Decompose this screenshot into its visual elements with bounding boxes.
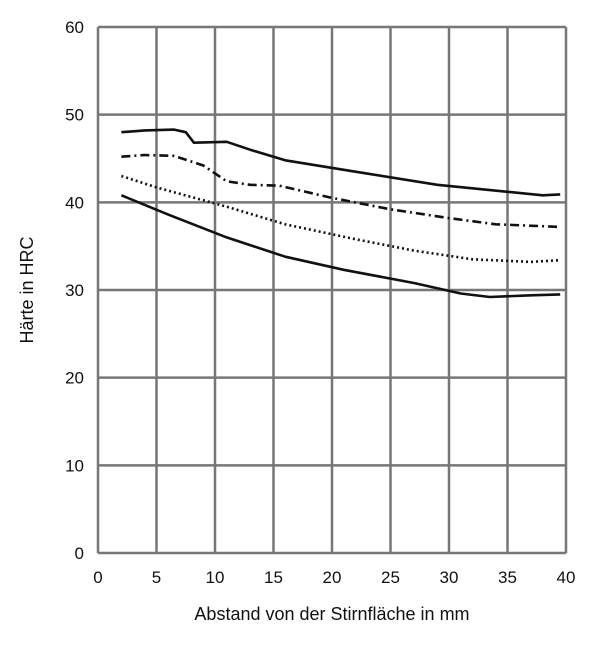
y-tick-label: 0 <box>75 544 84 563</box>
y-tick-label: 20 <box>65 369 84 388</box>
y-tick-label: 60 <box>65 18 84 37</box>
x-axis-label: Abstand von der Stirnfläche in mm <box>194 604 469 624</box>
series-line-4 <box>120 194 561 299</box>
x-tick-label: 25 <box>381 568 400 587</box>
y-tick-label: 10 <box>65 456 84 475</box>
x-tick-label: 35 <box>498 568 517 587</box>
x-tick-label: 20 <box>323 568 342 587</box>
y-tick-label: 30 <box>65 281 84 300</box>
y-axis-label: Härte in HRC <box>17 236 37 343</box>
x-tick-label: 30 <box>440 568 459 587</box>
series-line-1 <box>121 128 561 197</box>
y-tick-label: 50 <box>65 106 84 125</box>
x-tick-label: 15 <box>264 568 283 587</box>
x-tick-label: 0 <box>93 568 102 587</box>
y-tick-label: 40 <box>65 193 84 212</box>
x-tick-label: 40 <box>557 568 576 587</box>
x-tick-label: 10 <box>206 568 225 587</box>
series-line-2 <box>121 153 561 229</box>
x-tick-label: 5 <box>152 568 161 587</box>
series-line-3 <box>120 174 561 264</box>
